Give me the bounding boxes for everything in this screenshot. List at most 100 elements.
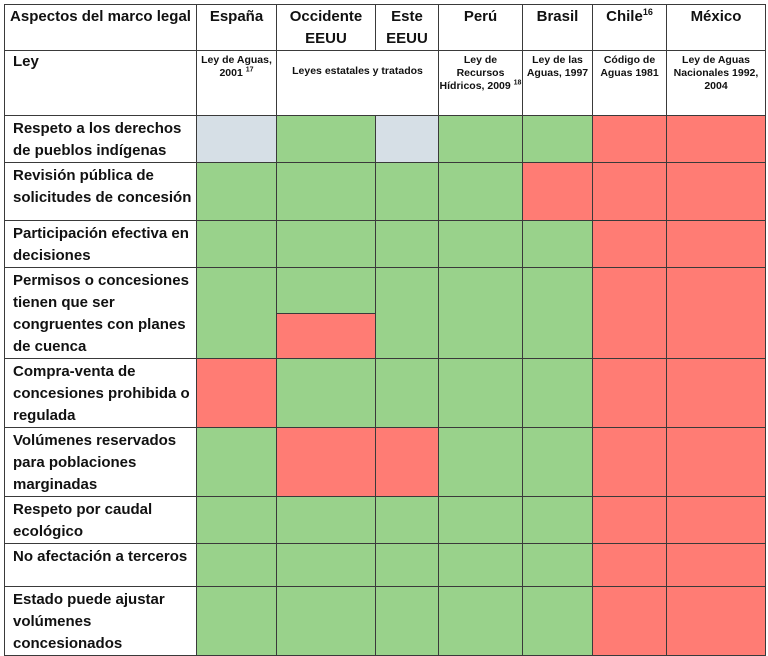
table-row: Estado puede ajustar volúmenes concesion… bbox=[4, 586, 766, 656]
aspect-label: Volúmenes reservados para poblaciones ma… bbox=[4, 427, 197, 497]
status-cell-brasil bbox=[522, 162, 593, 221]
status-cell-espana bbox=[196, 220, 277, 268]
aspect-rows: Respeto a los derechos de pueblos indíge… bbox=[4, 115, 766, 656]
column-header-espana: España bbox=[196, 4, 277, 51]
status-cell-espana bbox=[196, 115, 277, 163]
status-cell-occidente-eeuu bbox=[276, 586, 376, 656]
column-header-mexico: México bbox=[666, 4, 766, 51]
status-cell-chile bbox=[592, 220, 667, 268]
status-cell-peru bbox=[438, 220, 523, 268]
status-cell-occidente-eeuu bbox=[276, 220, 376, 268]
law-mexico: Ley de Aguas Nacionales 1992, 2004 bbox=[666, 50, 766, 116]
status-cell-espana bbox=[196, 496, 277, 544]
status-cell-peru bbox=[438, 427, 523, 497]
status-cell-este-eeuu bbox=[375, 267, 439, 359]
status-cell-peru bbox=[438, 162, 523, 221]
status-cell-mexico bbox=[666, 543, 766, 587]
status-cell-chile bbox=[592, 496, 667, 544]
status-cell-brasil bbox=[522, 220, 593, 268]
legal-framework-table: Aspectos del marco legal España Occident… bbox=[4, 4, 766, 656]
aspect-label: Compra-venta de concesiones prohibida o … bbox=[4, 358, 197, 428]
table-row: Respeto por caudal ecológico bbox=[4, 496, 766, 544]
status-cell-este-eeuu bbox=[375, 115, 439, 163]
aspect-label: Respeto a los derechos de pueblos indíge… bbox=[4, 115, 197, 163]
status-cell-peru bbox=[438, 358, 523, 428]
law-chile: Código de Aguas 1981 bbox=[592, 50, 667, 116]
status-cell-espana bbox=[196, 427, 277, 497]
status-cell-espana bbox=[196, 543, 277, 587]
status-cell-peru bbox=[438, 543, 523, 587]
law-espana-text: Ley de Aguas, 2001 bbox=[201, 54, 272, 79]
table-row: Compra-venta de concesiones prohibida o … bbox=[4, 358, 766, 428]
status-cell-occidente-eeuu bbox=[276, 267, 376, 359]
status-cell-chile bbox=[592, 427, 667, 497]
status-cell-chile bbox=[592, 358, 667, 428]
header-row: Aspectos del marco legal España Occident… bbox=[4, 4, 766, 51]
table-row: Permisos o concesiones tienen que ser co… bbox=[4, 267, 766, 359]
law-row: Ley Ley de Aguas, 2001 17 Leyes estatale… bbox=[4, 50, 766, 116]
column-header-chile: Chile16 bbox=[592, 4, 667, 51]
column-header-peru: Perú bbox=[438, 4, 523, 51]
status-cell-espana bbox=[196, 267, 277, 359]
status-cell-peru bbox=[438, 586, 523, 656]
status-cell-este-eeuu bbox=[375, 358, 439, 428]
status-cell-chile bbox=[592, 115, 667, 163]
status-cell-chile bbox=[592, 267, 667, 359]
table-row: No afectación a terceros bbox=[4, 543, 766, 587]
status-cell-este-eeuu bbox=[375, 162, 439, 221]
table-row: Revisión pública de solicitudes de conce… bbox=[4, 162, 766, 221]
status-cell-brasil bbox=[522, 427, 593, 497]
status-cell-mexico bbox=[666, 220, 766, 268]
status-cell-brasil bbox=[522, 115, 593, 163]
law-eeuu: Leyes estatales y tratados bbox=[276, 50, 439, 116]
status-cell-espana bbox=[196, 358, 277, 428]
table-row: Participación efectiva en decisiones bbox=[4, 220, 766, 268]
status-cell-brasil bbox=[522, 496, 593, 544]
status-cell-mexico bbox=[666, 358, 766, 428]
status-cell-espana bbox=[196, 586, 277, 656]
law-peru-text: Ley de Recursos Hídricos, 2009 bbox=[439, 54, 511, 92]
status-cell-peru bbox=[438, 267, 523, 359]
status-cell-mexico bbox=[666, 162, 766, 221]
status-cell-brasil bbox=[522, 543, 593, 587]
status-cell-este-eeuu bbox=[375, 543, 439, 587]
aspect-header: Aspectos del marco legal bbox=[4, 4, 197, 51]
status-cell-chile bbox=[592, 543, 667, 587]
status-cell-part bbox=[277, 268, 375, 313]
status-cell-brasil bbox=[522, 586, 593, 656]
aspect-label: No afectación a terceros bbox=[4, 543, 197, 587]
aspect-label: Permisos o concesiones tienen que ser co… bbox=[4, 267, 197, 359]
chile-footnote: 16 bbox=[642, 7, 653, 17]
column-header-brasil: Brasil bbox=[522, 4, 593, 51]
chile-label: Chile bbox=[606, 8, 643, 25]
law-row-label: Ley bbox=[4, 50, 197, 116]
status-cell-espana bbox=[196, 162, 277, 221]
status-cell-mexico bbox=[666, 496, 766, 544]
aspect-label: Estado puede ajustar volúmenes concesion… bbox=[4, 586, 197, 656]
status-cell-mexico bbox=[666, 427, 766, 497]
law-espana: Ley de Aguas, 2001 17 bbox=[196, 50, 277, 116]
status-cell-part bbox=[277, 312, 375, 358]
column-header-occidente-eeuu: Occidente EEUU bbox=[276, 4, 376, 51]
table-row: Volúmenes reservados para poblaciones ma… bbox=[4, 427, 766, 497]
law-espana-footnote: 17 bbox=[245, 66, 254, 74]
status-cell-brasil bbox=[522, 358, 593, 428]
table-row: Respeto a los derechos de pueblos indíge… bbox=[4, 115, 766, 163]
status-cell-occidente-eeuu bbox=[276, 358, 376, 428]
status-cell-mexico bbox=[666, 115, 766, 163]
status-cell-occidente-eeuu bbox=[276, 115, 376, 163]
law-peru-footnote: 18 bbox=[513, 79, 522, 87]
status-cell-este-eeuu bbox=[375, 427, 439, 497]
status-cell-mexico bbox=[666, 586, 766, 656]
aspect-label: Respeto por caudal ecológico bbox=[4, 496, 197, 544]
status-cell-chile bbox=[592, 586, 667, 656]
status-cell-mexico bbox=[666, 267, 766, 359]
status-cell-occidente-eeuu bbox=[276, 162, 376, 221]
status-cell-occidente-eeuu bbox=[276, 496, 376, 544]
status-cell-peru bbox=[438, 115, 523, 163]
aspect-label: Participación efectiva en decisiones bbox=[4, 220, 197, 268]
status-cell-brasil bbox=[522, 267, 593, 359]
status-cell-occidente-eeuu bbox=[276, 543, 376, 587]
law-peru: Ley de Recursos Hídricos, 2009 18 bbox=[438, 50, 523, 116]
status-cell-occidente-eeuu bbox=[276, 427, 376, 497]
